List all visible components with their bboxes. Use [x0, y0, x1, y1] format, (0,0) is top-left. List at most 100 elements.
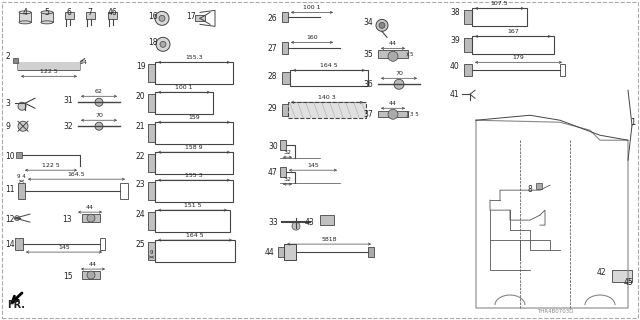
Text: 45: 45	[624, 278, 634, 287]
Circle shape	[388, 109, 398, 119]
Text: FR.: FR.	[7, 300, 25, 310]
Text: 41: 41	[450, 90, 460, 99]
Polygon shape	[18, 62, 80, 70]
Text: 70: 70	[395, 71, 403, 76]
Circle shape	[292, 222, 300, 230]
Bar	[148, 242, 155, 260]
Text: 19: 19	[136, 62, 146, 71]
Circle shape	[155, 12, 169, 25]
Text: 23: 23	[136, 180, 146, 189]
Text: 42: 42	[597, 268, 607, 277]
Ellipse shape	[41, 11, 53, 14]
Text: 44: 44	[265, 248, 275, 257]
Bar	[65, 12, 74, 19]
Text: 5: 5	[410, 52, 413, 57]
Bar	[195, 15, 205, 21]
Text: 3 5: 3 5	[410, 112, 419, 117]
Bar	[120, 183, 128, 199]
Text: 122 5: 122 5	[40, 69, 58, 74]
Text: 9: 9	[150, 250, 153, 255]
Text: 155 3: 155 3	[185, 173, 203, 178]
Text: 12: 12	[5, 215, 15, 224]
Bar	[284, 244, 296, 260]
Text: 18: 18	[148, 38, 157, 47]
Text: 6: 6	[67, 8, 72, 17]
Text: 155.3: 155.3	[185, 55, 203, 60]
Bar	[100, 238, 105, 250]
Text: 17: 17	[186, 12, 196, 21]
Text: 13: 13	[62, 215, 72, 224]
Circle shape	[87, 271, 95, 279]
Bar	[472, 36, 554, 54]
Circle shape	[156, 37, 170, 51]
Circle shape	[388, 51, 398, 61]
Bar	[536, 183, 542, 189]
Text: 140 3: 140 3	[318, 95, 336, 100]
Text: 21: 21	[136, 122, 145, 131]
Text: 2: 2	[5, 52, 10, 61]
Text: 15: 15	[63, 272, 72, 281]
Bar	[148, 124, 155, 142]
Bar	[86, 12, 95, 19]
Circle shape	[18, 121, 28, 131]
Bar	[155, 240, 235, 262]
Text: 7: 7	[88, 8, 92, 17]
Text: THR4B0703D: THR4B0703D	[537, 309, 573, 314]
Bar	[155, 180, 233, 202]
Bar	[155, 62, 233, 84]
Bar	[378, 50, 408, 58]
Bar	[282, 42, 288, 54]
Text: 145: 145	[307, 163, 319, 168]
Text: 47: 47	[268, 168, 278, 177]
Bar	[155, 122, 233, 144]
Text: 167: 167	[507, 29, 519, 34]
Text: 44: 44	[389, 101, 397, 106]
Bar	[108, 12, 116, 19]
Ellipse shape	[19, 21, 31, 24]
Text: 16: 16	[148, 12, 157, 21]
Text: 44: 44	[389, 41, 397, 46]
Bar	[612, 270, 632, 282]
Text: 4: 4	[22, 8, 28, 17]
Text: 10: 10	[5, 152, 15, 161]
Text: 20: 20	[136, 92, 146, 101]
Text: 38: 38	[450, 8, 460, 17]
Circle shape	[159, 15, 165, 21]
Circle shape	[87, 214, 95, 222]
Bar	[13, 58, 18, 63]
Circle shape	[394, 79, 404, 89]
Text: 122 5: 122 5	[42, 163, 60, 168]
Bar	[282, 72, 290, 84]
Bar	[368, 247, 374, 257]
Text: 11: 11	[5, 185, 15, 194]
Text: 24: 24	[136, 210, 146, 219]
Bar	[155, 92, 213, 114]
Bar	[278, 247, 284, 257]
Text: 32: 32	[63, 122, 72, 131]
Bar	[464, 64, 472, 76]
Bar	[280, 167, 286, 177]
Ellipse shape	[19, 11, 31, 14]
Bar	[155, 210, 230, 232]
Text: 44: 44	[86, 205, 94, 210]
Bar	[82, 214, 100, 222]
Bar	[320, 215, 334, 225]
Bar	[82, 271, 100, 279]
Bar	[148, 94, 155, 112]
Text: 100 1: 100 1	[175, 85, 193, 90]
Text: 26: 26	[268, 14, 278, 23]
Bar	[378, 111, 408, 117]
Text: 164.5: 164.5	[68, 172, 85, 177]
Bar	[19, 12, 31, 22]
Text: 30: 30	[268, 142, 278, 151]
Bar	[18, 183, 25, 199]
Text: 160: 160	[306, 35, 318, 40]
Text: 44: 44	[89, 262, 97, 267]
Text: 32: 32	[284, 150, 291, 155]
Text: 107.5: 107.5	[491, 1, 508, 6]
Text: 62: 62	[95, 89, 103, 94]
Bar	[290, 70, 368, 86]
Text: 40: 40	[450, 62, 460, 71]
Bar	[560, 64, 565, 76]
Text: 158 9: 158 9	[185, 145, 203, 150]
